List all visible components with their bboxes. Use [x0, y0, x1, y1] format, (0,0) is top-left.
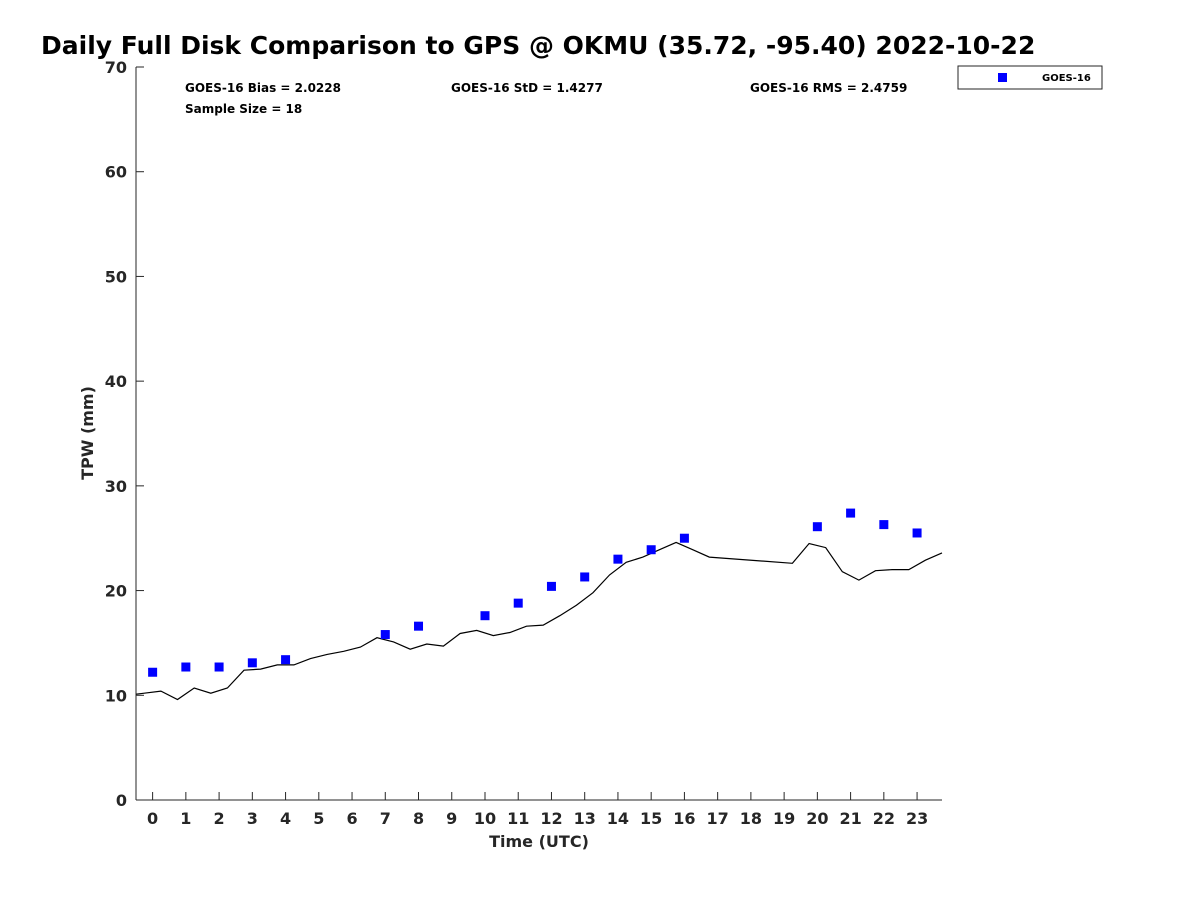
goes16-point: [480, 611, 490, 621]
legend: GOES-16: [957, 65, 1103, 90]
x-tick-label: 19: [773, 809, 795, 828]
goes16-point: [414, 621, 424, 631]
x-tick-label: 6: [346, 809, 357, 828]
y-tick-label: 10: [105, 686, 127, 705]
legend-marker-goes16: [998, 73, 1007, 82]
goes16-point: [879, 520, 889, 530]
y-tick-label: 30: [105, 477, 127, 496]
reference-line: [135, 541, 943, 701]
legend-box: [957, 65, 1103, 90]
goes16-point: [812, 522, 822, 532]
goes16-point: [546, 581, 556, 591]
goes16-point: [281, 655, 291, 665]
x-tick-label: 11: [507, 809, 529, 828]
x-tick-label: 22: [873, 809, 895, 828]
stat-sample-size: Sample Size = 18: [185, 102, 302, 116]
goes16-point: [513, 598, 523, 608]
x-tick-label: 8: [413, 809, 424, 828]
stat-rms: GOES-16 RMS = 2.4759: [750, 81, 907, 95]
x-tick-label: 3: [247, 809, 258, 828]
x-tick-label: 5: [313, 809, 324, 828]
x-tick-label: 2: [214, 809, 225, 828]
goes16-point: [646, 545, 656, 555]
x-tick-label: 7: [380, 809, 391, 828]
x-ticks: 0 1 2 3 4 5 6 7 8 9 10 11 12 13 14 15 16 17 18 19 20 21 22 23: [147, 792, 928, 828]
goes16-point: [214, 662, 224, 672]
y-axis-label: TPW (mm): [78, 386, 97, 480]
x-tick-label: 21: [839, 809, 861, 828]
x-tick-label: 12: [540, 809, 562, 828]
y-ticks: 0 10 20 30 40 50 60 70: [105, 58, 144, 810]
plot-area: [135, 67, 942, 801]
goes16-series: [148, 508, 922, 677]
x-tick-label: 15: [640, 809, 662, 828]
x-tick-label: 0: [147, 809, 158, 828]
y-tick-label: 40: [105, 372, 127, 391]
goes16-point: [846, 508, 856, 518]
y-tick-label: 20: [105, 582, 127, 601]
x-tick-label: 13: [574, 809, 596, 828]
goes16-point: [580, 572, 590, 582]
x-tick-label: 1: [180, 809, 191, 828]
y-tick-label: 60: [105, 163, 127, 182]
legend-label-goes16: GOES-16: [1042, 73, 1091, 84]
stat-bias: GOES-16 Bias = 2.0228: [185, 81, 341, 95]
goes16-point: [380, 630, 390, 640]
reference-line-series: [135, 541, 943, 701]
goes16-point: [912, 528, 922, 538]
x-tick-label: 4: [280, 809, 291, 828]
x-axis-label: Time (UTC): [489, 832, 589, 851]
x-tick-label: 16: [673, 809, 695, 828]
goes16-point: [148, 667, 158, 677]
x-tick-label: 23: [906, 809, 928, 828]
goes16-point: [181, 662, 191, 672]
goes16-point: [613, 554, 623, 564]
y-tick-label: 0: [116, 791, 127, 810]
stat-std: GOES-16 StD = 1.4277: [451, 81, 603, 95]
x-tick-label: 18: [740, 809, 762, 828]
y-tick-label: 50: [105, 267, 127, 286]
goes16-point: [247, 658, 257, 668]
x-tick-label: 17: [707, 809, 729, 828]
x-tick-label: 9: [446, 809, 457, 828]
chart-title: Daily Full Disk Comparison to GPS @ OKMU…: [41, 31, 1035, 60]
goes16-point: [679, 533, 689, 543]
x-tick-label: 14: [607, 809, 629, 828]
y-tick-label: 70: [105, 58, 127, 77]
x-tick-label: 10: [474, 809, 496, 828]
x-tick-label: 20: [806, 809, 828, 828]
